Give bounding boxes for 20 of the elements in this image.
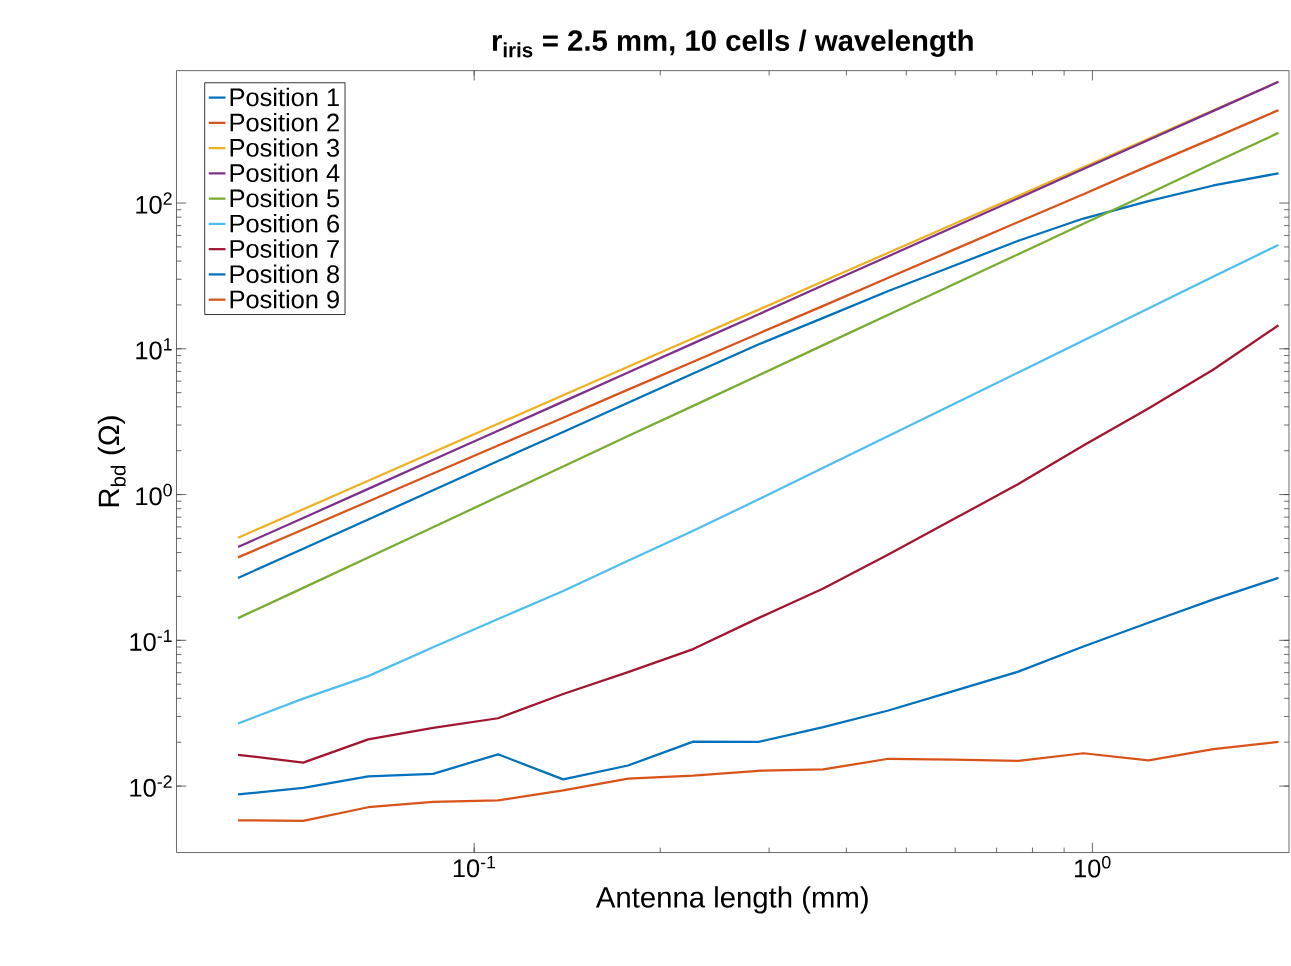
legend-label: Position 1 [230,87,339,107]
chart-title: r$_{iris}$ = 2.5 mm, 10 cells / wavelength [492,29,973,58]
line-series [236,740,1280,822]
legend-label: Position 3 [230,138,339,157]
x-axis-title: Antenna length (mm) [595,885,868,914]
y-tick-label: 10$^{-2}$ [130,775,172,797]
legend-label: Position 9 [230,289,339,309]
y-tick-label: 10$^{2}$ [136,192,172,214]
legend-label: Position 4 [230,163,340,182]
legend-label: Position 5 [230,188,340,208]
y-tick-label: 10$^{1}$ [136,337,172,360]
legend-label: Position 7 [230,239,339,258]
y-axis-title: R$_{bd}$ (Ω) [97,416,126,507]
legend-label: Position 6 [230,213,339,233]
legend-label: Position 8 [230,264,339,283]
y-tick-label: 10$^{0}$ [136,483,172,506]
legend-label: Position 2 [230,112,339,132]
line-series [236,576,1280,796]
y-tick-label: 10$^{-1}$ [130,629,172,651]
line-series [236,323,1280,764]
